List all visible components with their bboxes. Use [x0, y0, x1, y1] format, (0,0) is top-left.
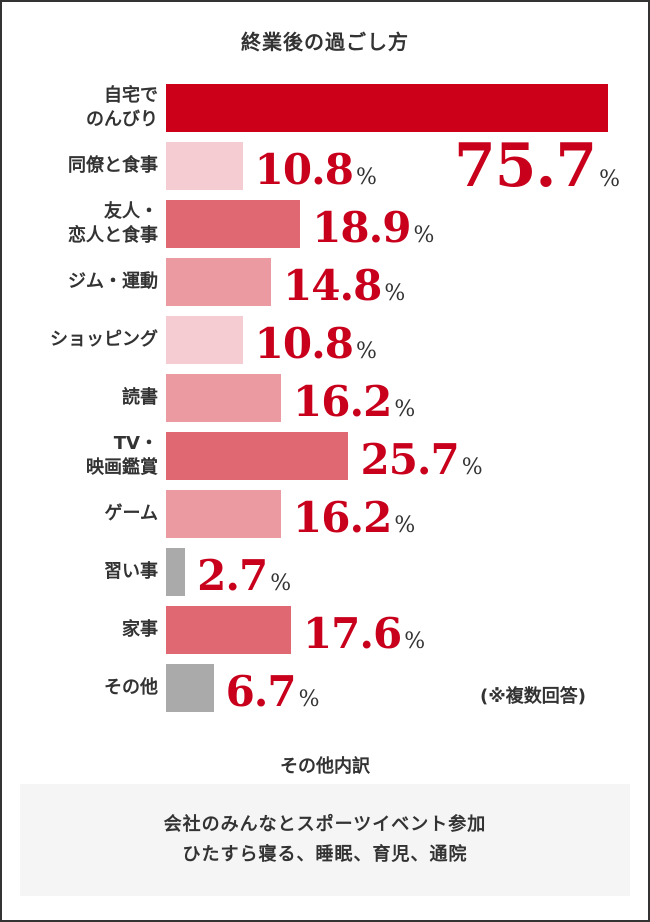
value-number: 10.8 [254, 319, 354, 368]
percent-sign: % [394, 397, 416, 422]
value-label: 16.2% [293, 494, 415, 550]
category-label: 同僚と食事 [68, 155, 158, 176]
percent-sign: % [461, 455, 483, 480]
bar [166, 374, 282, 422]
percent-sign: % [384, 281, 406, 306]
other-breakdown-line: 会社のみんなとスポーツイベント参加 [163, 814, 487, 835]
chart-title: 終業後の過ごし方 [241, 30, 409, 54]
category-label: 読書 [122, 387, 158, 408]
bar [166, 258, 272, 306]
bar [166, 664, 214, 712]
value-label: 10.8% [255, 146, 377, 202]
category-label: 友人・ 恋人と食事 [68, 201, 158, 246]
bar [166, 490, 282, 538]
value-number: 16.2 [293, 377, 392, 426]
category-label: ショッピング [50, 329, 158, 350]
category-label: 習い事 [104, 561, 158, 582]
percent-sign: % [413, 223, 435, 248]
value-number: 25.7 [360, 435, 459, 484]
value-label: 2.7% [197, 552, 291, 608]
bar [166, 548, 186, 596]
category-label: 家事 [122, 619, 158, 640]
value-number: 10.8 [254, 145, 354, 194]
other-breakdown-line: ひたすら寝る、睡眠、育児、通院 [182, 844, 468, 865]
value-label: 75.7% [454, 136, 620, 210]
bar [166, 142, 243, 190]
percent-sign: % [404, 629, 426, 654]
value-number: 14.8 [283, 261, 382, 310]
category-label: ジム・運動 [68, 271, 158, 292]
value-label: 10.8% [255, 320, 377, 376]
percent-sign: % [298, 687, 320, 712]
value-number: 16.2 [293, 493, 392, 542]
value-number: 18.9 [312, 203, 411, 252]
category-label: TV・ 映画鑑賞 [86, 433, 158, 478]
value-label: 6.7% [226, 668, 320, 724]
percent-sign: % [599, 167, 621, 192]
value-label: 16.2% [293, 378, 415, 434]
value-number: 2.7 [197, 551, 268, 600]
value-number: 17.6 [302, 609, 402, 658]
value-label: 17.6% [303, 610, 425, 666]
category-label: ゲーム [104, 503, 158, 524]
value-label: 25.7% [360, 436, 482, 492]
category-label: その他 [104, 677, 158, 698]
other-breakdown-title: その他内訳 [280, 756, 370, 777]
value-label: 18.9% [312, 204, 434, 260]
bar [166, 200, 301, 248]
bar [166, 84, 608, 132]
category-label: 自宅で のんびり [86, 85, 158, 130]
percent-sign: % [355, 339, 377, 364]
bar [166, 432, 349, 480]
bar [166, 316, 243, 364]
other-breakdown-box: 会社のみんなとスポーツイベント参加 ひたすら寝る、睡眠、育児、通院 [20, 784, 630, 896]
multiple-answer-note: (※複数回答) [480, 686, 586, 707]
value-number: 6.7 [225, 667, 297, 716]
value-number: 75.7 [454, 131, 597, 201]
percent-sign: % [394, 513, 416, 538]
percent-sign: % [270, 571, 292, 596]
value-label: 14.8% [283, 262, 405, 318]
percent-sign: % [355, 165, 377, 190]
bar [166, 606, 291, 654]
